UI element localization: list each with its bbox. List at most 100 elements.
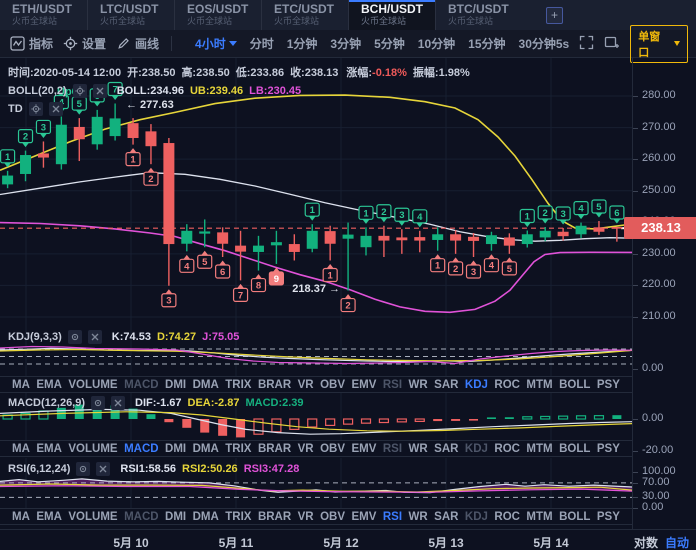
indicator-tab-macd[interactable]: MACD	[124, 378, 159, 391]
indicator-tab-sar[interactable]: SAR	[434, 510, 459, 523]
indicator-tab-brar[interactable]: BRAR	[257, 510, 292, 523]
add-pane-icon[interactable]	[604, 35, 620, 53]
indicator-tab-kdj[interactable]: KDJ	[464, 442, 488, 455]
indicator-tab-ema[interactable]: EMA	[36, 510, 62, 523]
indicator-tab-obv[interactable]: OBV	[320, 510, 346, 523]
indicator-tab-kdj[interactable]: KDJ	[464, 378, 488, 391]
main-candlestick-chart[interactable]: 1234567123456789112123412345123456← 277.…	[0, 58, 632, 330]
indicator-tab-brar[interactable]: BRAR	[257, 442, 292, 455]
indicator-tab-volume[interactable]: VOLUME	[68, 378, 118, 391]
amplitude-label: 振幅:1.98%	[412, 67, 470, 79]
indicator-tab-vr[interactable]: VR	[297, 442, 314, 455]
pair-tab-exchange: 火币全球站	[12, 16, 58, 26]
indicator-tab-rsi[interactable]: RSI	[382, 378, 403, 391]
indicator-tab-emv[interactable]: EMV	[351, 442, 377, 455]
pair-tab-ltc[interactable]: LTC/USDT 火币全球站	[87, 0, 174, 30]
interval-3分钟[interactable]: 3分钟	[330, 35, 361, 52]
indicator-tab-dma[interactable]: DMA	[192, 510, 219, 523]
interval-15分钟[interactable]: 15分钟	[468, 35, 505, 52]
svg-text:3: 3	[41, 122, 46, 133]
window-mode-button[interactable]: 单窗口	[630, 24, 688, 63]
indicator-tab-vr[interactable]: VR	[297, 378, 314, 391]
indicator-tool-label: 指标	[29, 37, 54, 51]
indicator-tab-rsi[interactable]: RSI	[382, 510, 403, 523]
log-scale-button[interactable]: 对数	[633, 536, 658, 550]
indicator-tab-wr[interactable]: WR	[408, 378, 428, 391]
svg-text:3: 3	[560, 209, 565, 220]
indicator-tab-sar[interactable]: SAR	[434, 378, 459, 391]
indicator-tab-dmi[interactable]: DMI	[165, 442, 187, 455]
indicator-tab-trix[interactable]: TRIX	[225, 378, 252, 391]
indicator-tab-psy[interactable]: PSY	[596, 378, 620, 391]
rsi-settings-button[interactable]	[76, 462, 91, 476]
fullscreen-icon[interactable]	[579, 35, 594, 53]
td-settings-button[interactable]	[28, 102, 43, 116]
indicator-tab-wr[interactable]: WR	[408, 510, 428, 523]
pair-tab-eos[interactable]: EOS/USDT 火币全球站	[174, 0, 261, 30]
indicator-tab-emv[interactable]: EMV	[351, 510, 377, 523]
auto-scale-button[interactable]: 自动	[664, 536, 689, 550]
pair-tab-bch[interactable]: BCH/USDT 火币全球站	[348, 0, 435, 30]
indicator-tab-ma[interactable]: MA	[12, 510, 30, 523]
interval-5分钟[interactable]: 5分钟	[374, 35, 405, 52]
add-pair-tab-button[interactable]: +	[546, 7, 563, 24]
price-axis[interactable]: 280.00270.00260.00250.00240.00230.00220.…	[624, 58, 696, 529]
indicator-tab-dmi[interactable]: DMI	[165, 510, 187, 523]
indicator-tab-trix[interactable]: TRIX	[225, 442, 252, 455]
indicator-tab-macd[interactable]: MACD	[124, 510, 159, 523]
indicator-tab-volume[interactable]: VOLUME	[68, 510, 118, 523]
indicator-tab-obv[interactable]: OBV	[320, 378, 346, 391]
indicator-tab-boll[interactable]: BOLL	[559, 442, 591, 455]
settings-button[interactable]: 设置	[63, 35, 106, 52]
indicator-tab-ma[interactable]: MA	[12, 378, 30, 391]
indicator-tab-psy[interactable]: PSY	[596, 442, 620, 455]
indicator-tab-dmi[interactable]: DMI	[165, 378, 187, 391]
indicator-tab-roc[interactable]: ROC	[494, 510, 520, 523]
indicator-tab-macd[interactable]: MACD	[124, 442, 159, 455]
indicator-tab-kdj[interactable]: KDJ	[464, 510, 488, 523]
indicator-tab-boll[interactable]: BOLL	[559, 378, 591, 391]
indicator-tab-mtm[interactable]: MTM	[526, 510, 553, 523]
indicator-tab-psy[interactable]: PSY	[596, 510, 620, 523]
boll-settings-button[interactable]	[72, 84, 87, 98]
draw-line-button[interactable]: 画线	[116, 35, 159, 52]
interval-10分钟[interactable]: 10分钟	[418, 35, 455, 52]
indicator-tab-emv[interactable]: EMV	[351, 378, 377, 391]
indicator-tab-trix[interactable]: TRIX	[225, 510, 252, 523]
rsi-close-button[interactable]	[96, 462, 111, 476]
boll-close-button[interactable]	[92, 84, 107, 98]
indicator-tab-obv[interactable]: OBV	[320, 442, 346, 455]
indicator-tab-volume[interactable]: VOLUME	[68, 442, 118, 455]
indicator-tab-wr[interactable]: WR	[408, 442, 428, 455]
indicator-tab-ema[interactable]: EMA	[36, 378, 62, 391]
kdj-close-button[interactable]	[87, 330, 102, 344]
indicator-tab-roc[interactable]: ROC	[494, 442, 520, 455]
indicator-tab-mtm[interactable]: MTM	[526, 378, 553, 391]
axis-tick-mark	[633, 127, 638, 129]
indicator-tab-rsi[interactable]: RSI	[382, 442, 403, 455]
indicator-tab-mtm[interactable]: MTM	[526, 442, 553, 455]
rsi-name: RSI(6,12,24)	[8, 463, 71, 475]
interval-分时[interactable]: 分时	[250, 35, 274, 52]
indicator-tab-dma[interactable]: DMA	[192, 378, 219, 391]
indicator-tab-vr[interactable]: VR	[297, 510, 314, 523]
interval-30分钟[interactable]: 30分钟	[519, 35, 556, 52]
indicator-tool-button[interactable]: 指标	[10, 35, 53, 52]
indicator-tab-brar[interactable]: BRAR	[257, 378, 292, 391]
indicator-tab-ma[interactable]: MA	[12, 442, 30, 455]
indicator-tab-dma[interactable]: DMA	[192, 442, 219, 455]
indicator-tab-boll[interactable]: BOLL	[559, 510, 591, 523]
interval-1分钟[interactable]: 1分钟	[287, 35, 318, 52]
pair-tab-etc[interactable]: ETC/USDT 火币全球站	[261, 0, 348, 30]
macd-close-button[interactable]	[111, 396, 126, 410]
pair-tab-btc[interactable]: BTC/USDT 火币全球站	[435, 0, 522, 30]
pair-tab-eth[interactable]: ETH/USDT 火币全球站	[0, 0, 87, 30]
indicator-tab-sar[interactable]: SAR	[434, 442, 459, 455]
indicator-tab-ema[interactable]: EMA	[36, 442, 62, 455]
td-close-button[interactable]	[48, 102, 63, 116]
indicator-tab-roc[interactable]: ROC	[494, 378, 520, 391]
interval-4小时[interactable]: 4小时	[195, 35, 237, 52]
time-axis[interactable]: 对数 自动 5月 10 5月 11 5月 12 5月 13 5月 14	[0, 529, 696, 550]
macd-settings-button[interactable]	[91, 396, 106, 410]
kdj-settings-button[interactable]	[67, 330, 82, 344]
